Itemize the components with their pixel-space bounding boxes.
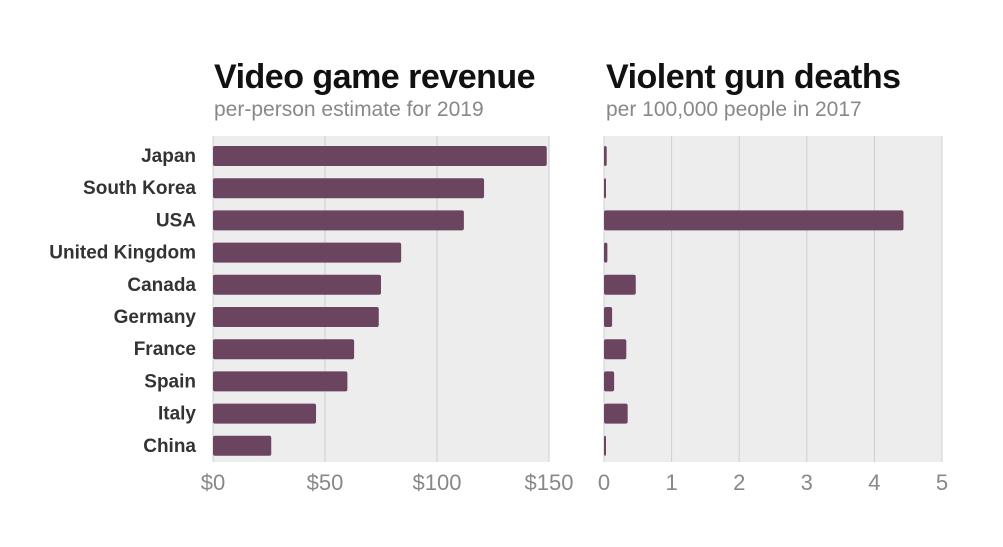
revenue-bar xyxy=(213,274,381,295)
gun-deaths-bar xyxy=(604,435,606,456)
category-label: South Korea xyxy=(83,178,196,199)
gun-deaths-tick-label: 2 xyxy=(733,470,745,495)
revenue-chart-subtitle: per-person estimate for 2019 xyxy=(214,98,484,121)
revenue-bar xyxy=(213,242,402,263)
gun-deaths-bar xyxy=(604,274,636,295)
gun-deaths-tick-label: 1 xyxy=(665,470,677,495)
revenue-chart-title: Video game revenue xyxy=(214,58,536,96)
gun-deaths-chart-subtitle: per 100,000 people in 2017 xyxy=(606,98,862,121)
category-label: Japan xyxy=(141,146,196,167)
category-label: Spain xyxy=(144,371,196,392)
revenue-bar xyxy=(213,210,464,231)
revenue-bar xyxy=(213,146,547,166)
category-label: France xyxy=(134,339,196,360)
gun-deaths-tick-label: 0 xyxy=(598,470,610,495)
gun-deaths-bar xyxy=(604,403,628,424)
gun-deaths-tick-label: 4 xyxy=(868,470,880,495)
category-label: Germany xyxy=(114,307,197,328)
gun-deaths-bar xyxy=(604,178,606,199)
gun-deaths-bar xyxy=(604,210,904,231)
revenue-tick-label: $150 xyxy=(525,470,574,495)
gun-deaths-tick-label: 3 xyxy=(801,470,813,495)
revenue-bar xyxy=(213,339,355,360)
revenue-bar xyxy=(213,371,348,392)
revenue-tick-label: $0 xyxy=(201,470,225,495)
gun-deaths-bar xyxy=(604,307,613,327)
category-label: USA xyxy=(156,210,196,231)
revenue-bar xyxy=(213,435,272,456)
category-label: Canada xyxy=(127,275,196,296)
revenue-bar xyxy=(213,178,485,199)
revenue-tick-label: $100 xyxy=(413,470,462,495)
gun-deaths-bar xyxy=(604,242,608,263)
gun-deaths-bar xyxy=(604,339,627,360)
gun-deaths-plot-background xyxy=(604,136,942,462)
gun-deaths-tick-label: 5 xyxy=(936,470,948,495)
revenue-bar xyxy=(213,307,379,327)
gun-deaths-bar xyxy=(604,371,615,392)
gun-deaths-chart-title: Violent gun deaths xyxy=(606,58,901,96)
category-label: Italy xyxy=(158,404,196,425)
category-label: China xyxy=(143,436,196,457)
category-label: United Kingdom xyxy=(49,243,196,264)
revenue-bar xyxy=(213,403,317,424)
gun-deaths-bar xyxy=(604,146,607,166)
revenue-tick-label: $50 xyxy=(307,470,344,495)
